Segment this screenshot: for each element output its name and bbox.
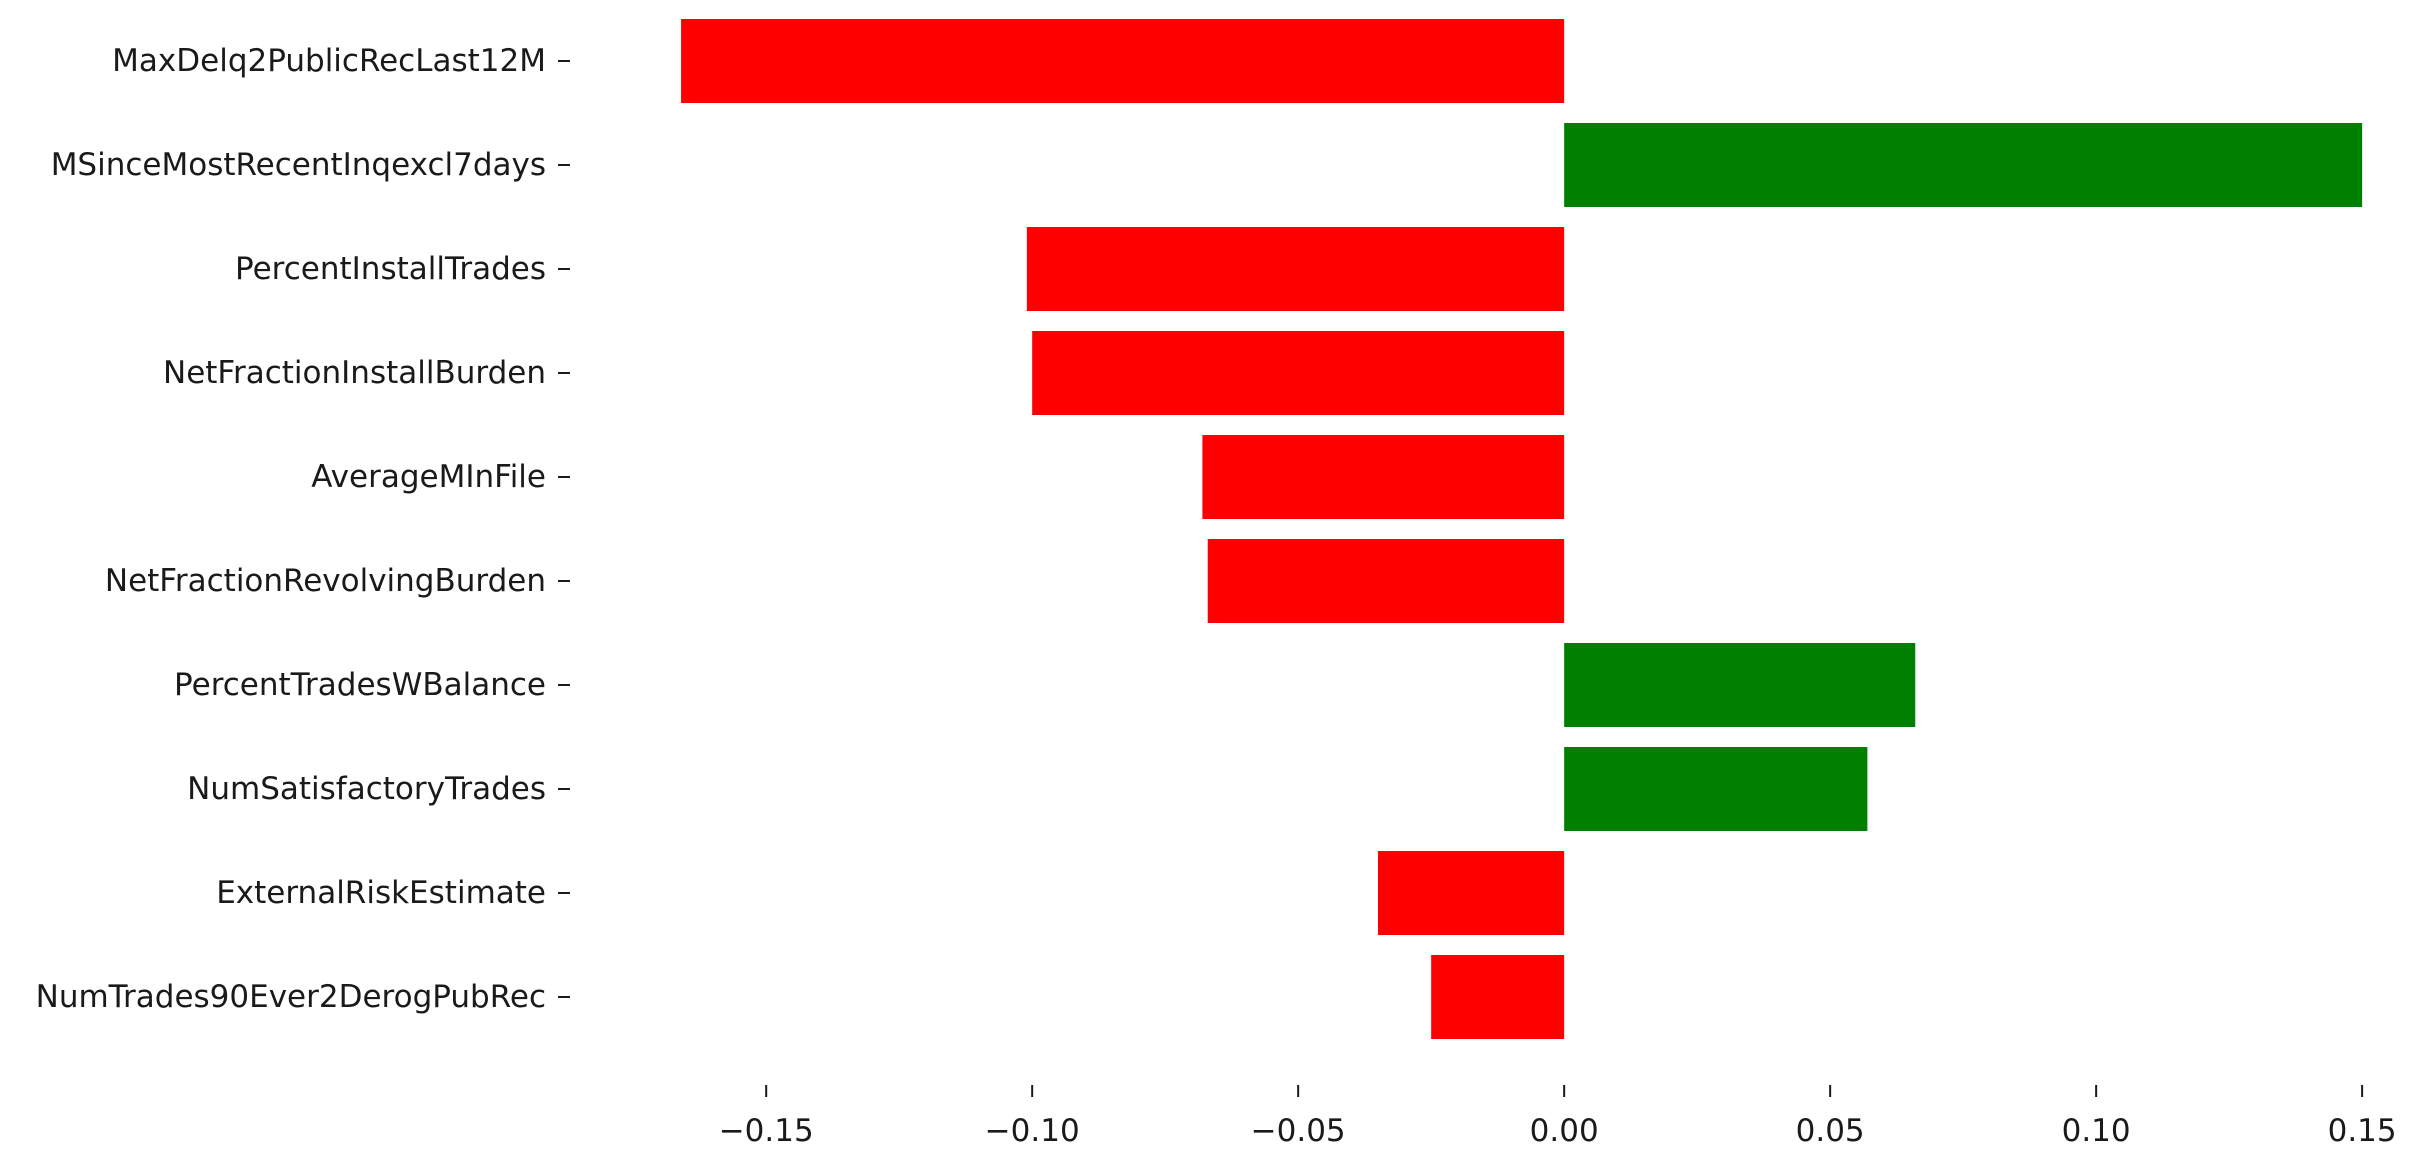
y-tick-label: MaxDelq2PublicRecLast12M [112, 43, 546, 79]
bar-msincemostrecentinqexcl7days [1564, 123, 2363, 207]
x-axis-ticks: −0.15 −0.10 −0.05 0.00 0.05 0.10 0.15 [719, 1085, 2397, 1149]
bar-maxdelq2publicreclast12m [681, 19, 1565, 103]
bar-averageminfile [1202, 435, 1565, 519]
y-tick-label: NumSatisfactoryTrades [187, 771, 546, 807]
x-tick-label: 0.10 [2062, 1113, 2131, 1149]
bar-percenttradeswbalance [1564, 643, 1916, 727]
bar-externalriskestimate [1377, 851, 1565, 935]
y-tick-label: AverageMInFile [311, 459, 546, 495]
x-tick-label: −0.15 [719, 1113, 814, 1149]
y-axis-ticks: MaxDelq2PublicRecLast12M MSinceMostRecent… [36, 43, 570, 1015]
y-tick-label: MSinceMostRecentInqexcl7days [51, 147, 546, 183]
y-tick-label: ExternalRiskEstimate [216, 875, 546, 911]
x-tick-label: −0.05 [1251, 1113, 1346, 1149]
x-tick-label: −0.10 [985, 1113, 1080, 1149]
y-tick-label: NumTrades90Ever2DerogPubRec [36, 979, 546, 1015]
y-tick-label: NetFractionRevolvingBurden [105, 563, 546, 599]
x-tick-label: 0.00 [1530, 1113, 1599, 1149]
bar-netfractionrevolvingburden [1207, 539, 1565, 623]
bar-numsatisfactorytrades [1564, 747, 1868, 831]
bars-layer [681, 19, 2363, 1039]
x-tick-label: 0.05 [1796, 1113, 1865, 1149]
bar-numtrades90ever2derogpubrec [1431, 955, 1565, 1039]
x-tick-label: 0.15 [2328, 1113, 2397, 1149]
y-tick-label: PercentTradesWBalance [174, 667, 546, 703]
y-tick-label: PercentInstallTrades [235, 251, 546, 287]
bar-percentinstalltrades [1026, 227, 1565, 311]
y-tick-label: NetFractionInstallBurden [163, 355, 546, 391]
bar-netfractioninstallburden [1032, 331, 1565, 415]
